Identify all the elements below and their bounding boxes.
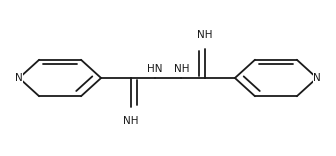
Text: NH: NH: [123, 116, 139, 126]
Text: NH: NH: [197, 30, 213, 40]
Text: NH: NH: [174, 64, 189, 74]
Text: N: N: [313, 73, 321, 83]
Text: HN: HN: [147, 64, 162, 74]
Text: N: N: [15, 73, 23, 83]
